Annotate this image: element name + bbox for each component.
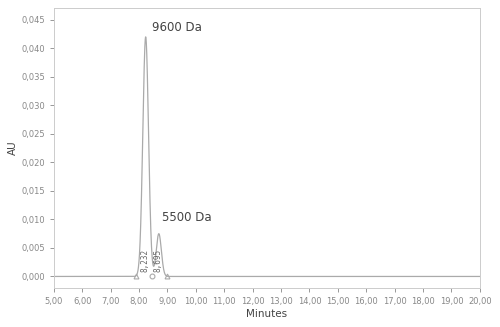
Text: 8,232: 8,232 xyxy=(140,249,149,272)
Text: 5500 Da: 5500 Da xyxy=(162,211,212,224)
Text: 8,695: 8,695 xyxy=(153,249,162,272)
Text: 9600 Da: 9600 Da xyxy=(152,21,202,34)
Y-axis label: AU: AU xyxy=(8,141,18,155)
X-axis label: Minutes: Minutes xyxy=(246,309,288,319)
